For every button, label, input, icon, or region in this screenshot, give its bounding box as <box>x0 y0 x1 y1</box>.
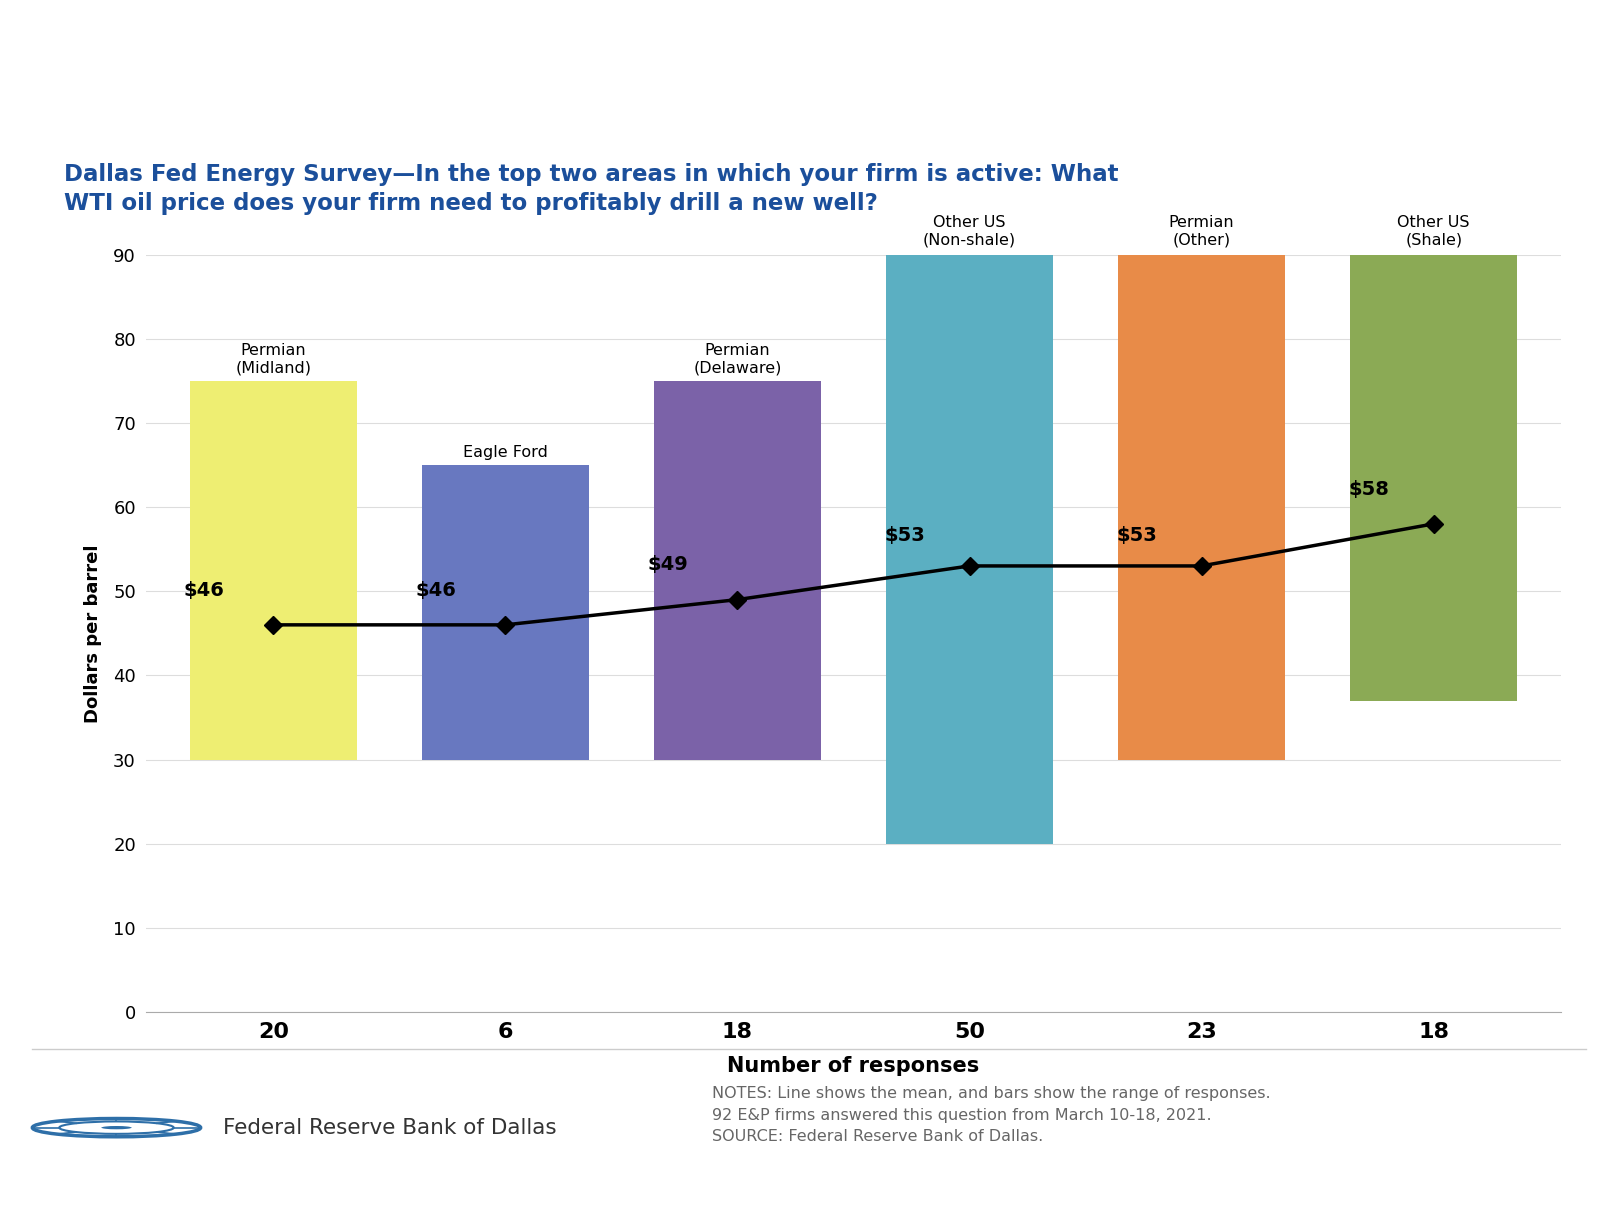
Text: Breakeven Prices for New Wells: Breakeven Prices for New Wells <box>113 27 1505 103</box>
Text: Permian
(Delaware): Permian (Delaware) <box>693 343 781 376</box>
Text: $46: $46 <box>183 581 223 600</box>
Text: NOTES: Line shows the mean, and bars show the range of responses.
92 E&P firms a: NOTES: Line shows the mean, and bars sho… <box>712 1086 1270 1144</box>
Bar <box>1118 255 1285 760</box>
Circle shape <box>102 1126 131 1130</box>
Text: Eagle Ford: Eagle Ford <box>463 445 549 459</box>
Text: $53: $53 <box>883 526 925 545</box>
Text: $58: $58 <box>1348 480 1390 498</box>
Text: Other US
(Shale): Other US (Shale) <box>1398 216 1471 247</box>
Text: Permian
(Other): Permian (Other) <box>1168 216 1235 247</box>
Text: $46: $46 <box>416 581 456 600</box>
Text: Permian
(Midland): Permian (Midland) <box>235 343 311 376</box>
Bar <box>654 381 820 760</box>
Bar <box>422 465 589 760</box>
Y-axis label: Dollars per barrel: Dollars per barrel <box>84 544 102 722</box>
X-axis label: Number of responses: Number of responses <box>728 1056 979 1075</box>
Text: Dallas Fed Energy Survey—In the top two areas in which your firm is active: What: Dallas Fed Energy Survey—In the top two … <box>65 162 1118 216</box>
Text: $53: $53 <box>1116 526 1157 545</box>
Bar <box>1349 255 1518 701</box>
Bar <box>189 381 358 760</box>
Text: $49: $49 <box>647 555 688 574</box>
Text: Federal Reserve Bank of Dallas: Federal Reserve Bank of Dallas <box>223 1117 557 1138</box>
Text: Other US
(Non-shale): Other US (Non-shale) <box>922 216 1016 247</box>
Bar <box>887 255 1053 844</box>
